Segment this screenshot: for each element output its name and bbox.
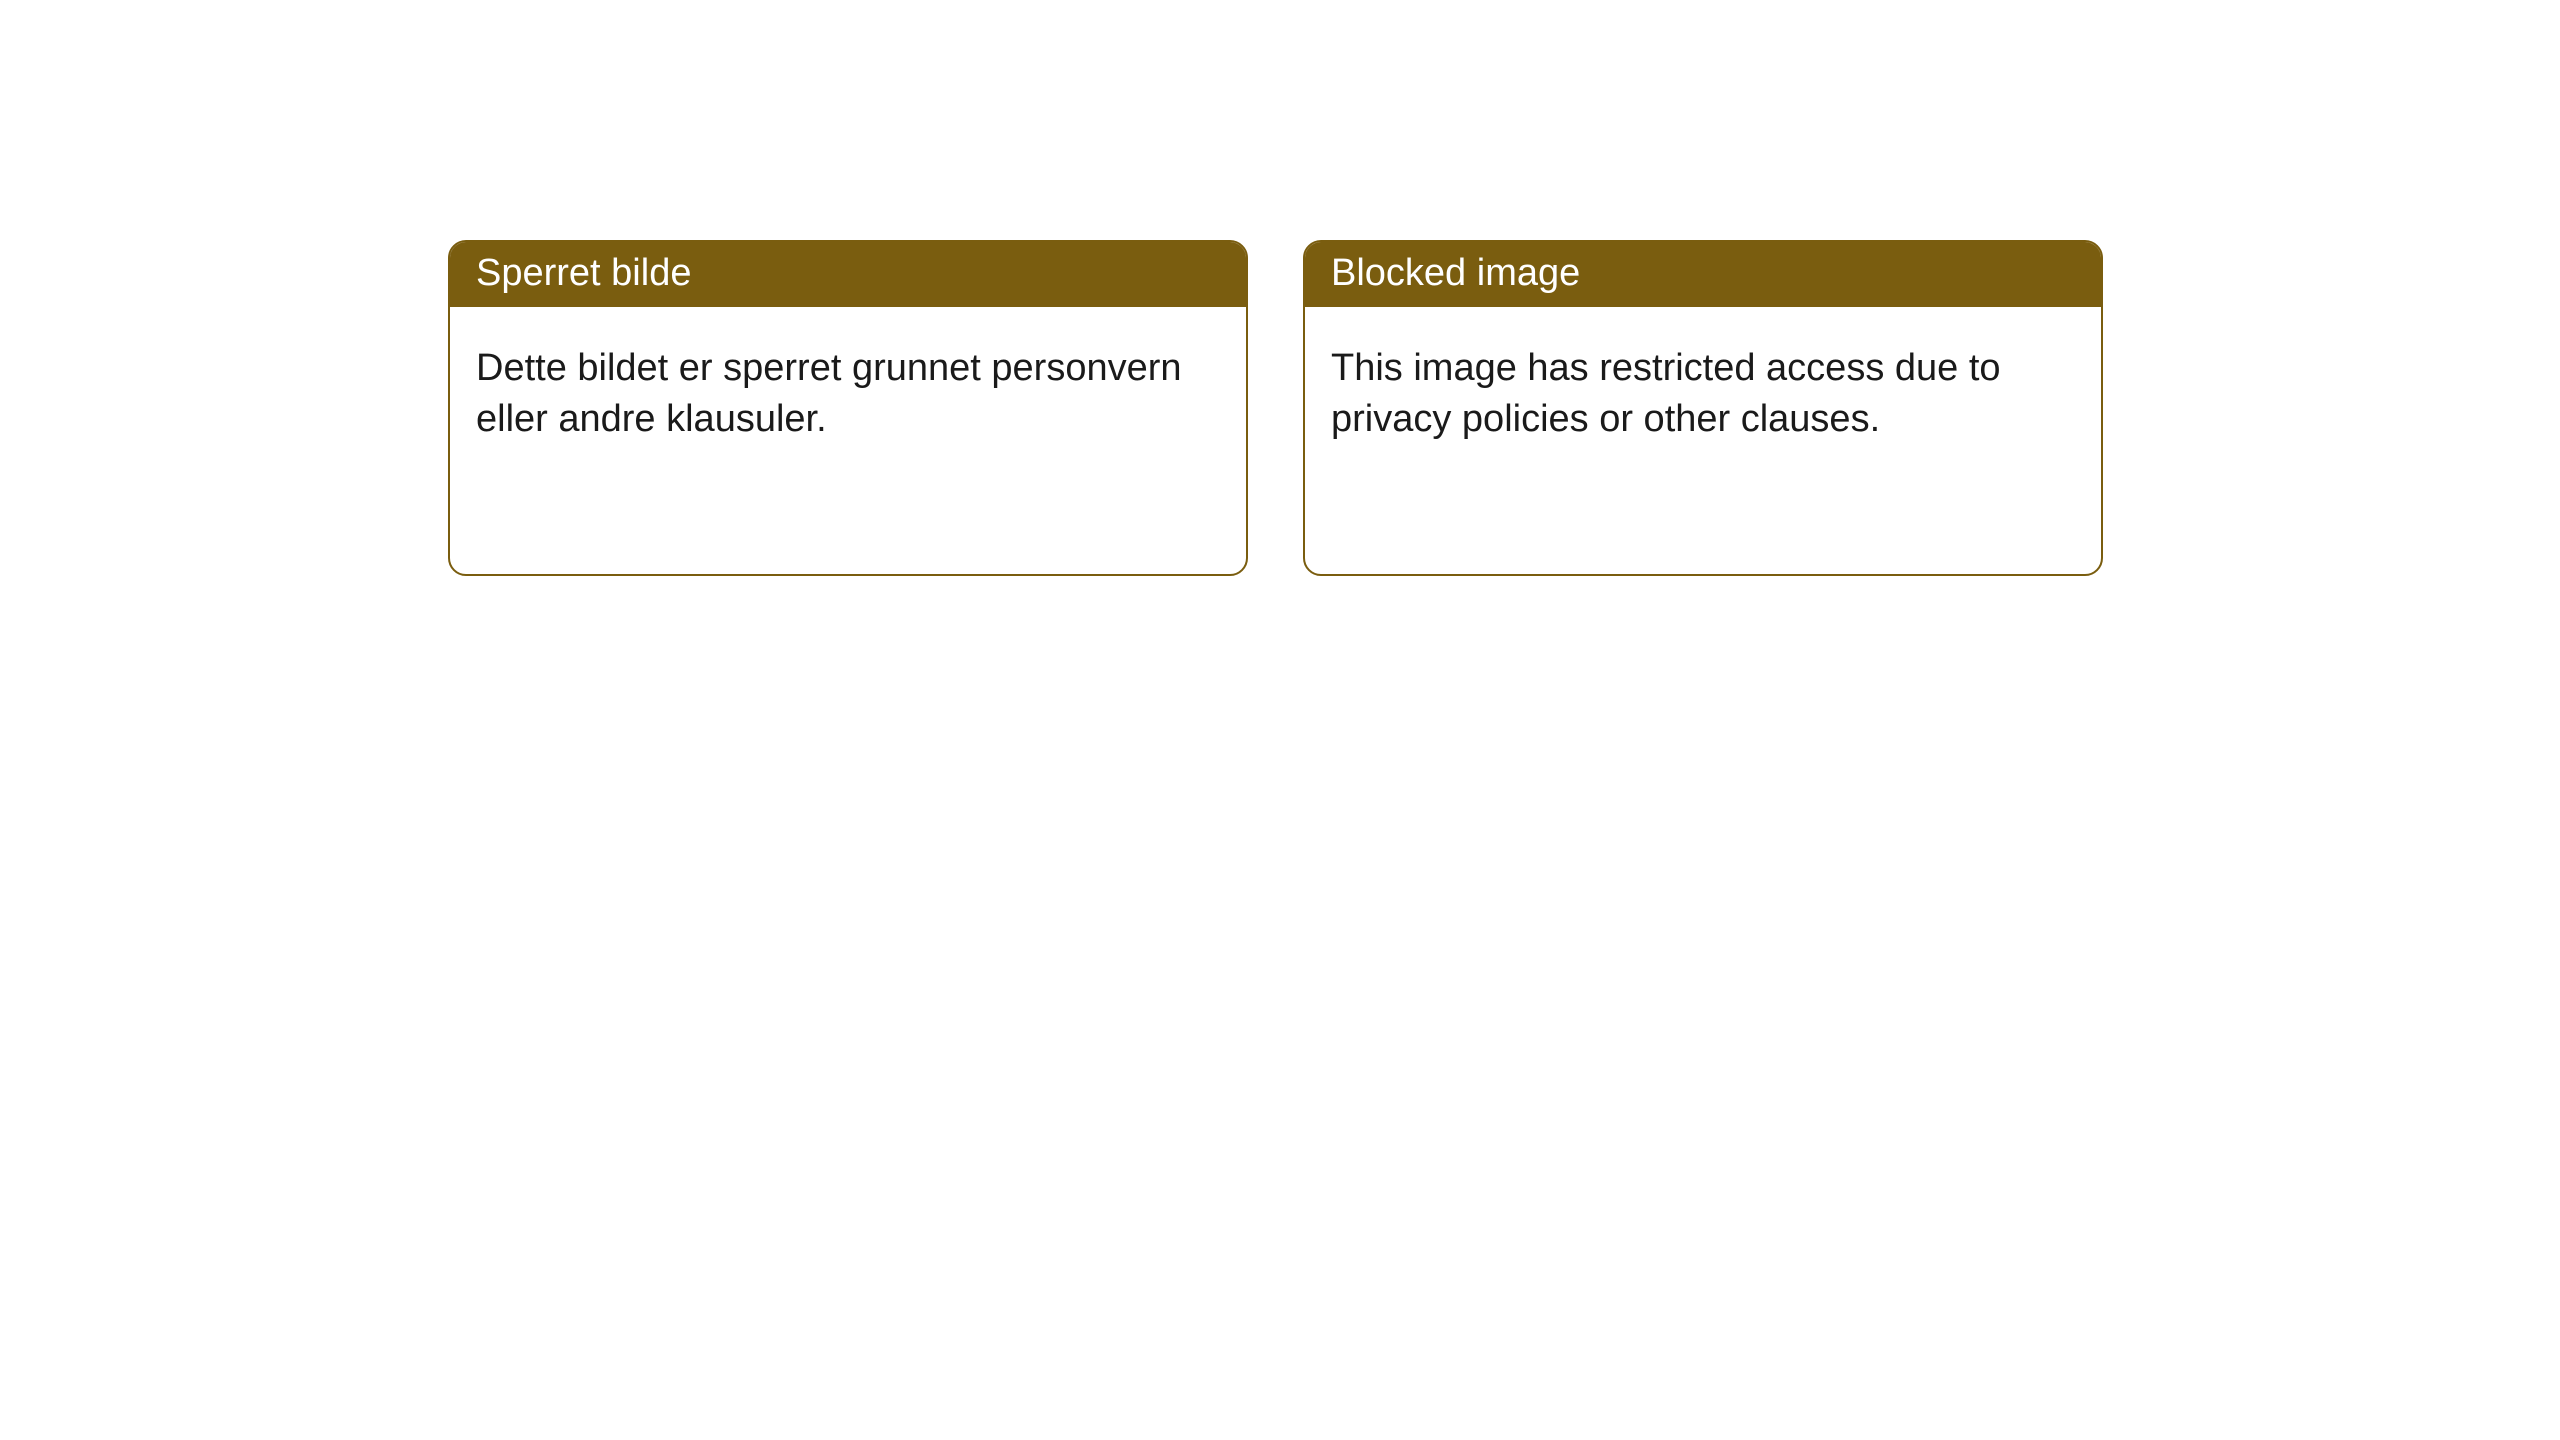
notice-message-english: This image has restricted access due to … <box>1305 307 2101 482</box>
notice-card-english: Blocked image This image has restricted … <box>1303 240 2103 576</box>
blocked-image-notices: Sperret bilde Dette bildet er sperret gr… <box>0 0 2560 576</box>
notice-title-norwegian: Sperret bilde <box>450 242 1246 307</box>
notice-title-english: Blocked image <box>1305 242 2101 307</box>
notice-message-norwegian: Dette bildet er sperret grunnet personve… <box>450 307 1246 482</box>
notice-card-norwegian: Sperret bilde Dette bildet er sperret gr… <box>448 240 1248 576</box>
